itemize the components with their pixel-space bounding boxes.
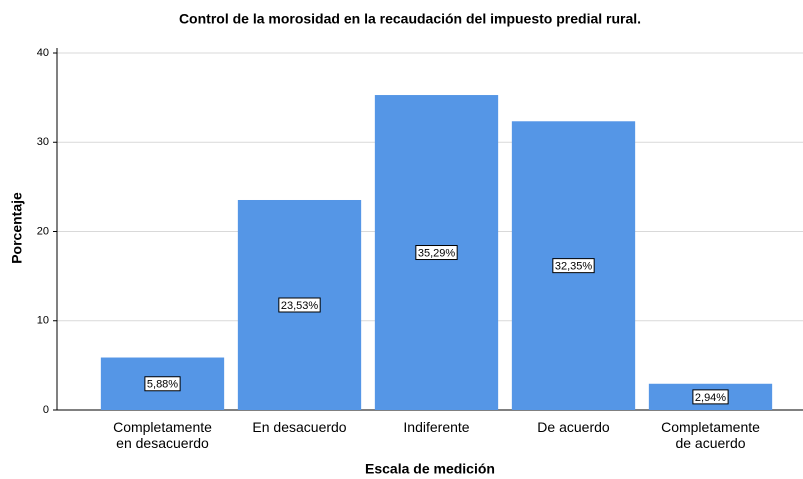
x-tick-label: Completamente en desacuerdo [113, 419, 212, 451]
value-label: 23,53% [281, 300, 319, 312]
y-tick-label: 30 [37, 136, 49, 148]
chart-title: Control de la morosidad en la recaudació… [179, 11, 641, 27]
value-label-box [692, 389, 729, 405]
y-tick-label: 0 [43, 404, 49, 416]
value-label: 32,35% [555, 261, 593, 273]
value-label: 35,29% [418, 247, 456, 259]
x-tick-label: De acuerdo [537, 419, 610, 435]
value-label: 2,94% [695, 392, 726, 404]
y-tick-label: 20 [37, 225, 49, 237]
x-tick-label: Indiferente [403, 419, 469, 435]
value-label-box [415, 245, 458, 261]
y-tick-label: 40 [37, 47, 49, 59]
y-axis-label: Porcentaje [9, 192, 25, 264]
value-label: 5,88% [147, 379, 178, 391]
value-label-box [144, 376, 181, 392]
value-label-box [552, 258, 595, 274]
x-tick-label: Completamente de acuerdo [661, 419, 760, 451]
y-tick-label: 10 [37, 315, 49, 327]
x-axis-label: Escala de medición [365, 461, 495, 477]
x-tick-label: En desacuerdo [252, 419, 346, 435]
value-label-box [278, 297, 321, 313]
